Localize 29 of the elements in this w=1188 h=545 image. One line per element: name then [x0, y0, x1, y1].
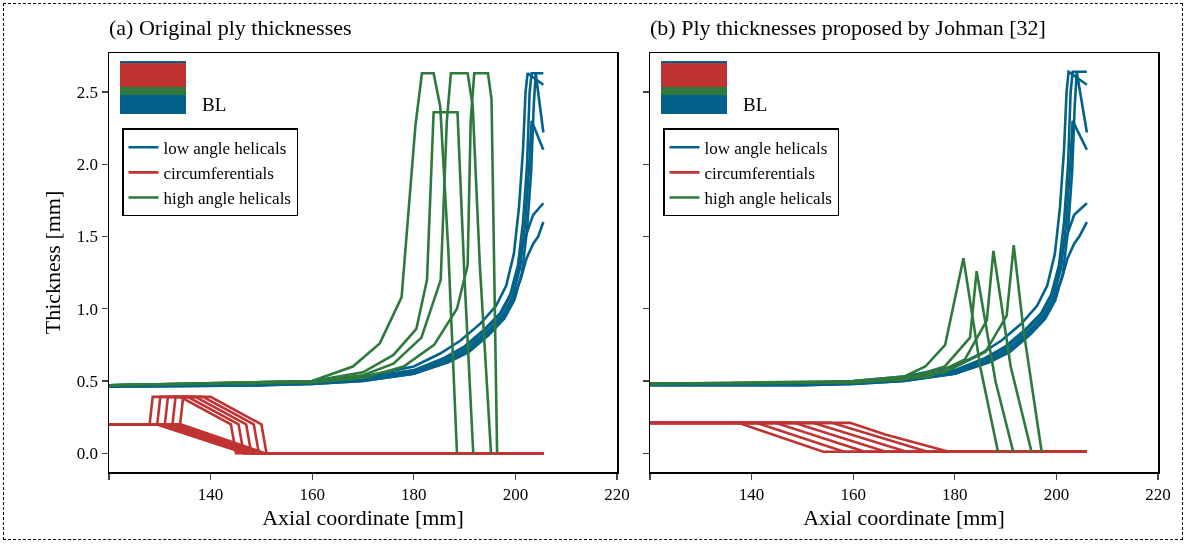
chart-title: (b) Ply thicknesses proposed by Johman [32]	[650, 14, 1046, 40]
x-axis-title: Axial coordinate [mm]	[262, 504, 464, 530]
legend-label: high angle helicals	[163, 189, 291, 209]
y-tick-label: 2.5	[76, 82, 99, 102]
x-tick-label: 140	[738, 484, 765, 504]
x-tick-label: 200	[1043, 484, 1070, 504]
x-tick-label: 200	[502, 484, 529, 504]
x-tick-label: 220	[604, 484, 630, 504]
chart-title: (a) Original ply thicknesses	[109, 14, 352, 40]
annotation: BL	[202, 94, 227, 115]
legend-label: low angle helicals	[163, 138, 287, 158]
legend-label: circumferentials	[704, 164, 815, 183]
y-tick-label: 0.0	[76, 444, 99, 464]
y-tick-label: 1.0	[76, 299, 99, 319]
x-tick-label: 160	[840, 484, 866, 504]
x-tick-label: 220	[1145, 484, 1171, 504]
x-tick-label: 180	[942, 484, 968, 504]
y-tick-label: 2.0	[76, 155, 99, 175]
legend-label: low angle helicals	[704, 138, 828, 158]
legend-label: high angle helicals	[704, 189, 832, 209]
x-tick-label: 160	[299, 484, 325, 504]
y-axis-title: Thickness [mm]	[39, 190, 65, 335]
x-tick-label: 140	[197, 484, 224, 504]
annotation: BL	[743, 94, 768, 115]
y-tick-label: 1.5	[76, 227, 99, 247]
x-axis-title: Axial coordinate [mm]	[803, 504, 1005, 530]
x-tick-label: 180	[401, 484, 427, 504]
y-tick-label: 0.5	[76, 371, 99, 391]
legend-label: circumferentials	[163, 164, 274, 183]
